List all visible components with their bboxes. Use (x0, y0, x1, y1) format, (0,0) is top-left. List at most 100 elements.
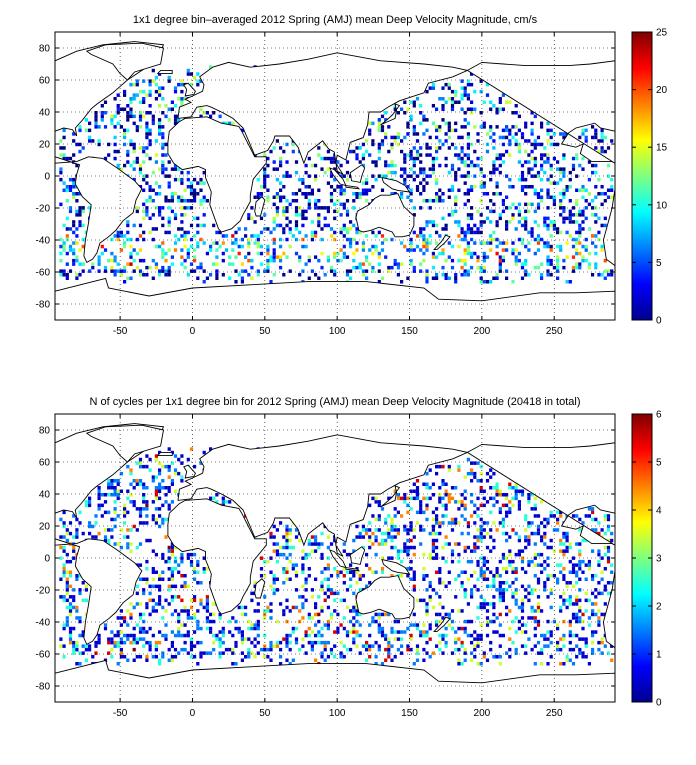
data-cell (400, 262, 404, 266)
data-cell (209, 651, 213, 655)
data-cell (275, 549, 279, 553)
data-cell (256, 237, 260, 242)
data-cell (556, 230, 560, 235)
data-cell (511, 213, 515, 217)
data-cell (317, 633, 321, 638)
data-cell (59, 535, 63, 539)
data-cell (466, 531, 470, 536)
data-cell (68, 244, 73, 249)
data-cell (447, 542, 451, 546)
data-cell (476, 265, 480, 270)
data-cell (123, 514, 127, 518)
data-cell (148, 647, 152, 652)
data-cell (142, 591, 146, 596)
data-cell (473, 223, 477, 228)
data-cell (94, 521, 98, 525)
data-cell (212, 111, 216, 115)
data-cell (536, 241, 541, 245)
data-cell (514, 647, 518, 652)
data-cell (186, 552, 190, 557)
data-cell (231, 633, 235, 638)
data-cell (240, 651, 244, 655)
data-cell (485, 479, 490, 483)
data-cell (234, 626, 238, 631)
data-cell (304, 244, 308, 249)
data-cell (387, 651, 391, 655)
data-cell (380, 114, 385, 119)
data-cell (298, 255, 302, 259)
data-cell (129, 602, 133, 606)
data-cell (132, 160, 136, 164)
data-cell (193, 188, 197, 192)
data-cell (88, 531, 92, 536)
data-cell (68, 570, 73, 574)
data-cell (597, 623, 601, 627)
data-cell (218, 114, 222, 119)
data-cell (59, 517, 63, 522)
data-cell (419, 160, 423, 164)
data-cell (457, 559, 461, 564)
data-cell (333, 598, 337, 603)
data-cell (339, 188, 343, 192)
data-cell (110, 640, 114, 645)
data-cell (158, 496, 162, 501)
data-cell (473, 174, 477, 178)
data-cell (72, 644, 76, 648)
data-cell (167, 486, 171, 490)
data-cell (158, 89, 162, 94)
data-cell (492, 595, 496, 599)
data-cell (540, 633, 544, 638)
data-cell (202, 556, 206, 560)
data-cell (511, 496, 515, 501)
data-cell (138, 563, 143, 567)
data-cell (530, 227, 534, 231)
data-cell (431, 104, 435, 108)
data-cell (447, 496, 451, 501)
data-cell (142, 79, 146, 83)
data-cell (409, 507, 413, 511)
data-cell (498, 489, 502, 493)
data-cell (371, 644, 375, 648)
data-cell (431, 86, 435, 90)
data-cell (482, 651, 486, 655)
data-cell (485, 216, 490, 221)
data-cell (202, 213, 206, 217)
data-cell (65, 227, 69, 231)
data-cell (180, 89, 184, 94)
data-cell (415, 153, 420, 157)
data-cell (123, 640, 127, 645)
data-cell (68, 602, 73, 606)
data-cell (317, 276, 321, 280)
data-cell (374, 177, 378, 182)
data-cell (575, 265, 579, 270)
data-cell (559, 647, 563, 652)
data-cell (234, 619, 238, 624)
data-cell (377, 542, 381, 546)
data-cell (454, 521, 458, 525)
data-cell (361, 644, 365, 648)
data-cell (231, 234, 235, 238)
data-cell (463, 630, 467, 634)
data-cell (119, 545, 123, 550)
data-cell (164, 258, 168, 263)
data-cell (170, 195, 174, 199)
data-cell (205, 251, 209, 256)
data-cell (380, 142, 385, 147)
data-cell (135, 591, 139, 596)
data-cell (390, 658, 394, 662)
data-cell (148, 188, 152, 192)
data-cell (530, 507, 534, 511)
data-cell (358, 230, 362, 235)
data-cell (266, 227, 270, 231)
data-cell (546, 574, 550, 578)
data-cell (151, 609, 155, 613)
data-cell (173, 104, 178, 108)
colorbar-tick-label: 2 (656, 602, 662, 613)
data-cell (138, 479, 143, 483)
data-cell (314, 255, 318, 259)
data-cell (288, 609, 292, 613)
data-cell (447, 82, 451, 87)
data-cell (406, 153, 410, 157)
data-cell (91, 262, 95, 266)
data-cell (384, 517, 388, 522)
